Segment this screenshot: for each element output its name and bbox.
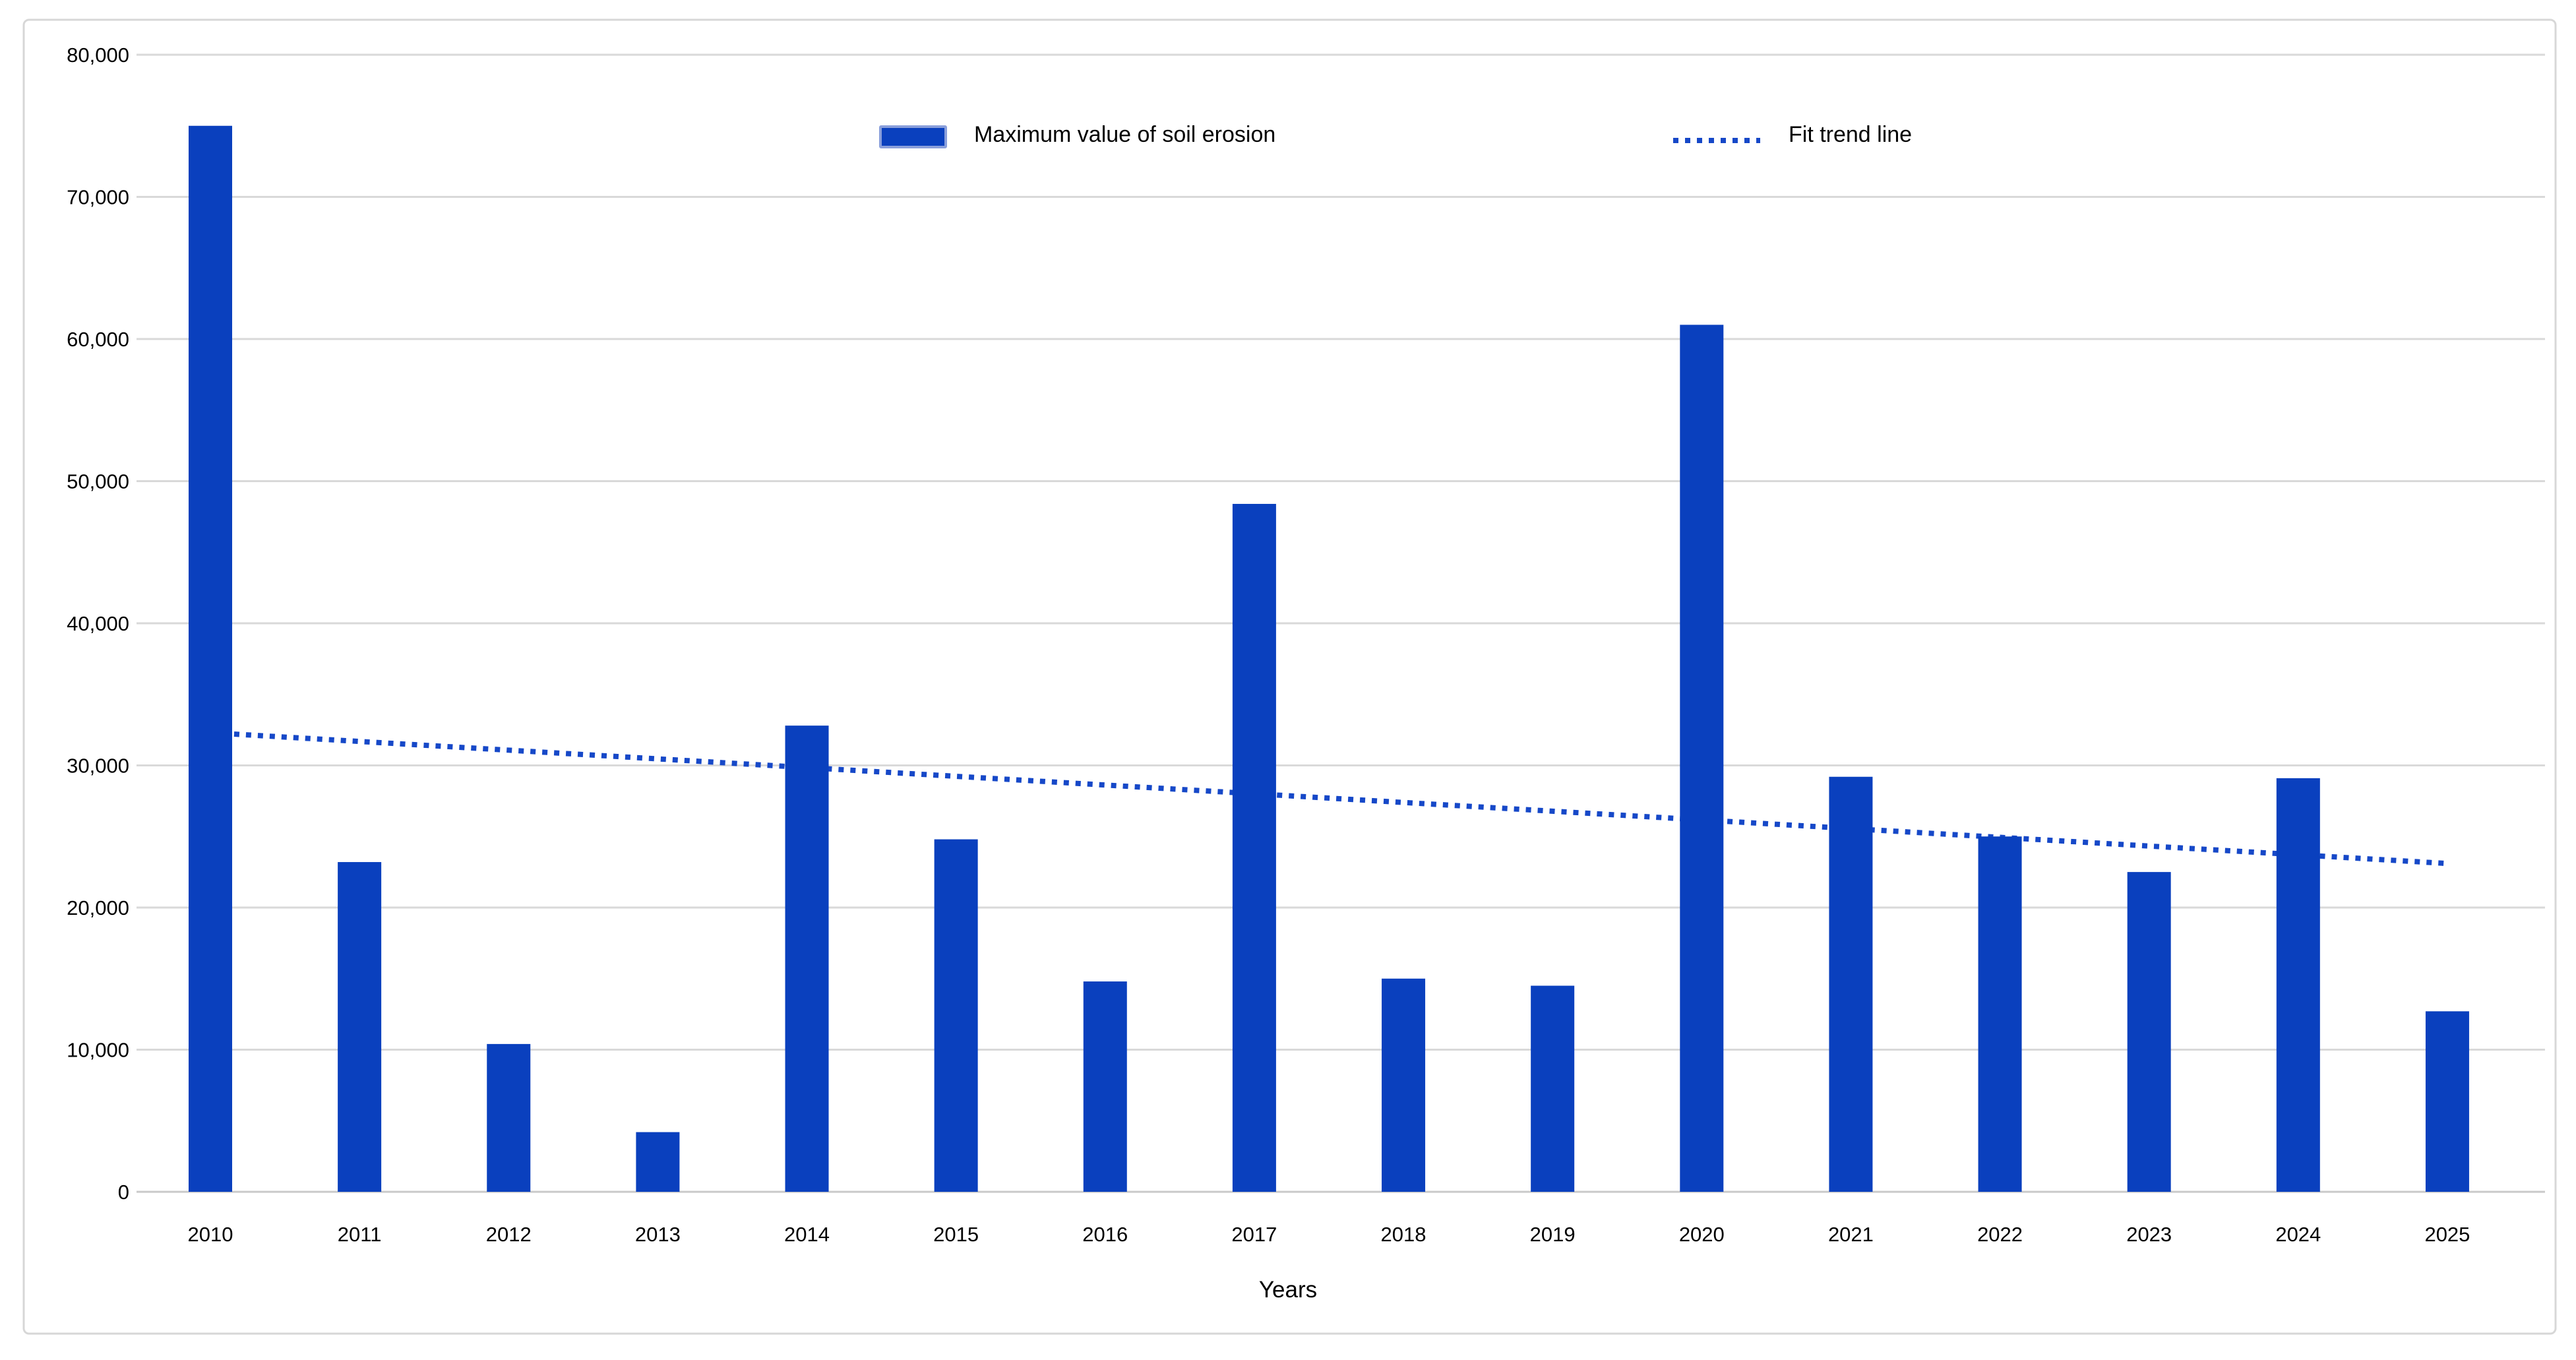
bar-2025 xyxy=(2425,1011,2469,1192)
x-tick-label: 2013 xyxy=(635,1223,681,1246)
trend-line xyxy=(210,729,2448,867)
y-tick-label: 10,000 xyxy=(67,1039,129,1062)
x-tick-label: 2012 xyxy=(486,1223,532,1246)
bar-2023 xyxy=(2127,872,2171,1192)
x-tick-label: 2015 xyxy=(933,1223,979,1246)
x-tick-label: 2023 xyxy=(2126,1223,2172,1246)
legend-trend-line-sample xyxy=(1673,138,1760,143)
bar-2012 xyxy=(487,1043,531,1192)
y-tick-label: 30,000 xyxy=(67,755,129,778)
bar-2017 xyxy=(1232,503,1276,1192)
x-tick-label: 2016 xyxy=(1082,1223,1128,1246)
x-tick-label: 2014 xyxy=(784,1223,830,1246)
bar-2013 xyxy=(636,1132,680,1192)
x-tick-label: 2018 xyxy=(1381,1223,1426,1246)
legend-trend-label: Fit trend line xyxy=(1789,122,1913,147)
y-tick-label: 70,000 xyxy=(67,186,129,209)
x-tick-label: 2025 xyxy=(2424,1223,2470,1246)
x-axis-title: Years xyxy=(1258,1277,1318,1303)
bar-2022 xyxy=(1978,836,2022,1192)
legend-bar-swatch xyxy=(879,125,947,148)
x-tick-label: 2019 xyxy=(1530,1223,1576,1246)
bar-2015 xyxy=(934,839,978,1192)
bar-2018 xyxy=(1382,978,1426,1192)
x-tick-label: 2021 xyxy=(1828,1223,1874,1246)
x-tick-label: 2022 xyxy=(1977,1223,2023,1246)
y-tick-label: 40,000 xyxy=(67,612,129,635)
y-tick-label: 80,000 xyxy=(67,44,129,67)
bar-2010 xyxy=(189,125,232,1192)
y-tick-label: 50,000 xyxy=(67,470,129,493)
bar-2024 xyxy=(2276,778,2320,1192)
bar-2014 xyxy=(785,726,829,1192)
chart-frame-border xyxy=(22,18,2557,1335)
bar-2011 xyxy=(338,862,382,1192)
y-tick-label: 20,000 xyxy=(67,896,129,919)
bar-2021 xyxy=(1829,776,1873,1192)
x-tick-label: 2020 xyxy=(1679,1223,1725,1246)
x-tick-label: 2011 xyxy=(338,1223,382,1246)
x-tick-label: 2017 xyxy=(1231,1223,1277,1246)
x-tick-label: 2010 xyxy=(188,1223,233,1246)
y-tick-label: 0 xyxy=(118,1181,129,1204)
y-tick-label: 60,000 xyxy=(67,328,129,351)
bar-2020 xyxy=(1680,325,1724,1192)
legend-bar-label: Maximum value of soil erosion xyxy=(974,122,1276,147)
bar-2019 xyxy=(1531,985,1575,1192)
bar-2016 xyxy=(1083,981,1127,1192)
x-tick-label: 2024 xyxy=(2275,1223,2321,1246)
